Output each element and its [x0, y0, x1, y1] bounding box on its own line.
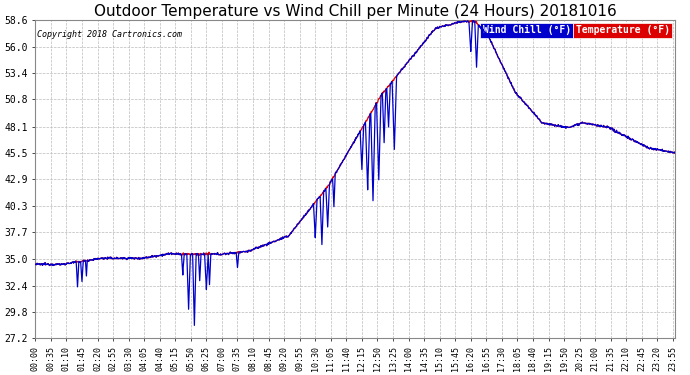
Text: Temperature (°F): Temperature (°F) [575, 25, 669, 35]
Title: Outdoor Temperature vs Wind Chill per Minute (24 Hours) 20181016: Outdoor Temperature vs Wind Chill per Mi… [94, 4, 616, 19]
Text: Wind Chill (°F): Wind Chill (°F) [483, 25, 571, 35]
Text: Copyright 2018 Cartronics.com: Copyright 2018 Cartronics.com [37, 30, 182, 39]
